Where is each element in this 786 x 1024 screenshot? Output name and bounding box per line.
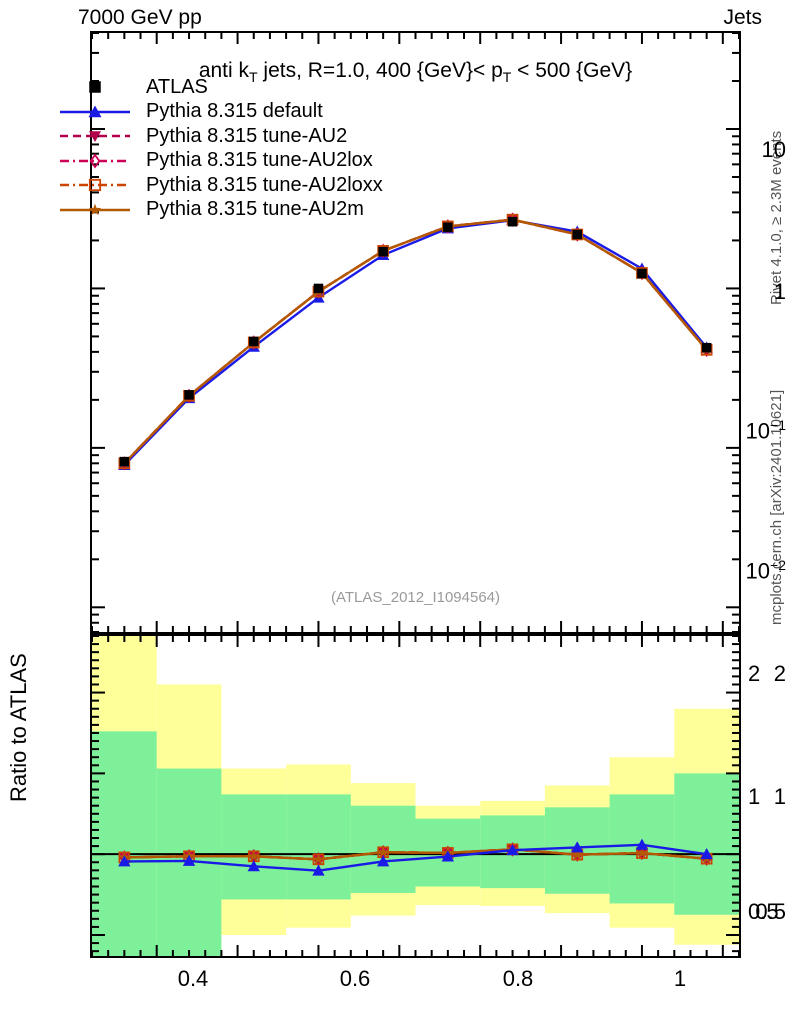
- legend-marker-diamond-open-icon: [58, 151, 132, 171]
- xtick-1-0: 1: [673, 966, 687, 991]
- legend-entry-5[interactable]: Pythia 8.315 tune-AU2m: [58, 198, 383, 223]
- series-4: [118, 213, 713, 470]
- main-plot-panel: anti kT jets, R=1.0, 400 {GeV}< pT < 500…: [90, 31, 741, 634]
- series-2: [118, 215, 713, 470]
- xtick-0-8: 0.8: [502, 966, 534, 991]
- legend-label: Pythia 8.315 tune-AU2m: [146, 198, 364, 221]
- legend-entry-3[interactable]: Pythia 8.315 tune-AU2lox: [58, 149, 383, 174]
- legend: ATLAS Pythia 8.315 default Pythia 8.315 tu…: [58, 75, 383, 222]
- legend-label: Pythia 8.315 tune-AU2lox: [146, 149, 373, 172]
- ratio-axis-title: Ratio to ATLAS: [6, 653, 31, 802]
- header-beam-label: 7000 GeV pp: [78, 6, 202, 29]
- ytick-ratio-05-left: 0.5: [755, 899, 786, 924]
- ytick-main-1e-1: 10−1: [745, 417, 786, 444]
- series-5: [118, 213, 713, 469]
- legend-marker-triangle-up-icon: [58, 102, 132, 122]
- header-category-label: Jets: [723, 6, 762, 29]
- main-plot-title: anti kT jets, R=1.0, 400 {GeV}< pT < 500…: [92, 59, 739, 85]
- title-sub-kt: T: [249, 69, 258, 86]
- analysis-id-watermark: (ATLAS_2012_I1094564): [330, 589, 500, 606]
- legend-label: ATLAS: [146, 75, 208, 98]
- legend-marker-triangle-down-icon: [58, 126, 132, 146]
- legend-label: Pythia 8.315 tune-AU2: [146, 124, 348, 147]
- ytick-main-10: 10: [761, 137, 786, 162]
- title-part-3: < 500 {GeV}: [511, 59, 633, 82]
- legend-marker-square-filled-icon: [58, 77, 132, 97]
- ytick-ratio-05-right: 0.5: [748, 899, 779, 924]
- legend-marker-square-open-icon: [58, 175, 132, 195]
- main-plot-canvas: [92, 33, 739, 632]
- ytick-ratio-1-left: 1: [773, 784, 786, 809]
- title-part-2: jets, R=1.0, 400 {GeV}< p: [257, 59, 503, 82]
- xtick-0-4: 0.4: [177, 966, 209, 991]
- title-part-1: anti k: [198, 59, 250, 82]
- legend-entry-2[interactable]: Pythia 8.315 tune-AU2: [58, 124, 383, 149]
- ratio-plot-canvas: [92, 636, 739, 956]
- legend-entry-4[interactable]: Pythia 8.315 tune-AU2loxx: [58, 173, 383, 198]
- legend-label: Pythia 8.315 default: [146, 100, 323, 123]
- ytick-ratio-1-right: 1: [748, 784, 761, 809]
- ytick-main-1: 1: [773, 279, 786, 304]
- legend-marker-star-icon: [58, 200, 132, 220]
- ratio-plot-panel: [90, 634, 741, 958]
- ytick-main-1e-2: 10−2: [745, 557, 786, 584]
- series-0: [119, 216, 712, 467]
- legend-entry-1[interactable]: Pythia 8.315 default: [58, 100, 383, 125]
- legend-entry-0[interactable]: ATLAS: [58, 75, 383, 100]
- legend-label: Pythia 8.315 tune-AU2loxx: [146, 173, 383, 196]
- uncertainty-band-inner: [92, 731, 739, 956]
- title-sub-pt: T: [502, 69, 512, 86]
- series-3: [119, 212, 712, 471]
- ytick-ratio-2-left: 2: [773, 661, 786, 686]
- series-1: [118, 213, 713, 471]
- ratio-series-0: [118, 838, 713, 876]
- xtick-0-6: 0.6: [339, 966, 371, 991]
- ytick-ratio-2-right: 2: [748, 661, 761, 686]
